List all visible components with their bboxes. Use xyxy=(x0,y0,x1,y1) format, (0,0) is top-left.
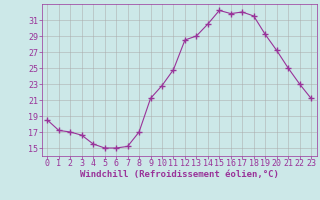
X-axis label: Windchill (Refroidissement éolien,°C): Windchill (Refroidissement éolien,°C) xyxy=(80,170,279,179)
